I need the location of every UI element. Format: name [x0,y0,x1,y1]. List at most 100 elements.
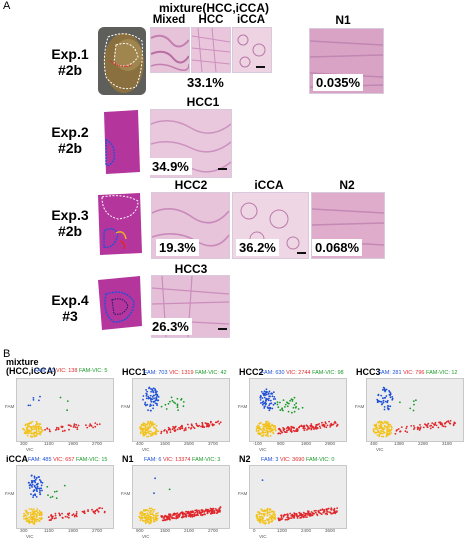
exp2-gross-slide [100,108,142,176]
ddpcr-plot-6: N1 FAM: 6 VIC: 13374 FAM-VIC: 3 FAM 900 150… [120,455,232,541]
legend-famvic: FAM-VIC: 42 [195,370,227,376]
exp1-scalebar [256,66,265,68]
x-tick-label: 1900 [68,528,79,533]
plot-title: iCCA [6,454,28,464]
x-tick-label: 3600 [325,528,336,533]
exp2-scalebar [218,168,227,170]
legend-famvic: FAM-VIC: 98 [312,370,344,376]
plot-area [132,378,230,442]
legend-famvic: FAM-VIC: 3 [192,457,221,463]
exp1-hcc-he [191,27,231,73]
legend-fam: FAM: 485 [28,457,52,463]
y-axis-label: FAM [121,491,131,496]
plot-area [132,465,230,529]
x-tick-label: -100 [253,441,263,446]
plot-legend: FAM: 485 VIC: 657 FAM-VIC: 15 [28,457,108,463]
plot-legend: FAM: 6 VIC: 13374 FAM-VIC: 3 [144,457,220,463]
x-axis-label: VIC [376,447,384,452]
x-tick-label: 400 [136,441,144,446]
x-tick-label: 300 [20,441,28,446]
legend-fam: FAM: 6 [144,457,162,463]
panel-a-letter: A [3,0,11,12]
plot-legend: FAM: 281 VIC: 796 FAM-VIC: 12 [378,370,458,376]
x-tick-label: 3700 [208,441,219,446]
ddpcr-plot-1: mixture (HCC,iCCA) FAM: 51 VIC: 138 FAM-V… [4,358,116,454]
exp4-label: Exp.4 #3 [51,292,89,324]
ddpcr-plot-2: HCC1 FAM: 703 VIC: 1319 FAM-VIC: 42 FAM 40… [120,368,232,454]
legend-fam: FAM: 703 [144,370,168,376]
exp4-pct: 26.3% [149,318,192,335]
x-tick-label: 480 [370,441,378,446]
legend-vic: VIC: 1319 [169,370,194,376]
exp1-pct-n1: 0.035% [313,74,364,91]
exp1-icca-he [232,27,272,73]
plot-title: HCC2 [239,367,264,377]
plot-area [249,465,347,529]
legend-vic: VIC: 138 [56,368,78,374]
plot-title: N1 [122,454,134,464]
y-axis-label: FAM [5,491,15,496]
plot-title: mixture (HCC,iCCA) [6,357,56,376]
exp1-gross-slide [98,27,146,95]
exp2-col-hcc1: HCC1 [186,95,220,109]
x-tick-label: 2100 [184,528,195,533]
exp4-col-hcc3: HCC3 [174,262,208,276]
x-tick-label: 2700 [92,528,103,533]
exp3-scalebar [297,252,306,254]
plot-legend: FAM: 703 VIC: 1319 FAM-VIC: 42 [144,370,227,376]
x-tick-label: 2280 [418,441,429,446]
legend-fam: FAM: 51 [34,368,55,374]
exp3-col-hcc2: HCC2 [174,178,208,192]
legend-famvic: FAM-VIC: 12 [426,370,458,376]
legend-fam: FAM: 3 [261,457,279,463]
exp1-label: Exp.1 #2b [51,46,89,78]
x-tick-label: 900 [277,441,285,446]
y-axis-label: FAM [238,404,248,409]
x-tick-label: 300 [20,528,28,533]
plot-area [16,378,114,442]
y-axis-label: FAM [5,404,15,409]
exp3-pct-icca: 36.2% [236,239,279,256]
exp3-col-n2: N2 [339,178,355,192]
plot-area [366,378,464,442]
ddpcr-plot-7: N2 FAM: 3 VIC: 3690 FAM-VIC: 0 FAM 0 1200 24… [237,455,349,541]
legend-vic: VIC: 13374 [162,457,191,463]
exp4-gross-slide [94,274,144,332]
exp3-gross-slide [94,191,144,257]
exp1-pct-main: 33.1% [184,74,227,91]
legend-vic: VIC: 657 [53,457,75,463]
x-tick-label: 1100 [44,441,54,446]
x-tick-label: 2400 [301,528,312,533]
plot-title: HCC3 [356,367,381,377]
x-tick-label: 1380 [394,441,405,446]
legend-vic: VIC: 796 [403,370,425,376]
x-tick-label: 1500 [160,528,171,533]
legend-vic: VIC: 3690 [279,457,305,463]
exp3-pct-hcc2: 19.3% [156,239,199,256]
plot-legend: FAM: 51 VIC: 138 FAM-VIC: 5 [34,368,107,374]
legend-vic: VIC: 2744 [286,370,311,376]
x-tick-label: 2600 [184,441,195,446]
x-tick-label: 1900 [301,441,312,446]
x-tick-label: 1500 [160,441,171,446]
legend-fam: FAM: 281 [378,370,402,376]
legend-fam: FAM: 630 [261,370,285,376]
exp4-scalebar [218,328,227,330]
exp3-pct-n2: 0.068% [312,239,363,256]
plot-title: HCC1 [122,367,147,377]
plot-title: N2 [239,454,251,464]
plot-area [16,465,114,529]
exp2-pct: 34.9% [149,158,192,175]
col-hcc: HCC [198,14,224,26]
ddpcr-plot-5: iCCA FAM: 485 VIC: 657 FAM-VIC: 15 FAM 300… [4,455,116,541]
x-tick-label: 1100 [44,528,54,533]
x-axis-label: VIC [142,447,150,452]
y-axis-label: FAM [121,404,131,409]
plot-legend: FAM: 630 VIC: 2744 FAM-VIC: 98 [261,370,344,376]
legend-famvic: FAM-VIC: 15 [76,457,108,463]
header-mixture: mixture(HCC,iCCA) [158,1,269,15]
col-mixed: Mixed [152,14,186,26]
x-axis-label: VIC [26,447,34,452]
plot-area [249,378,347,442]
legend-famvic: FAM-VIC: 0 [305,457,335,463]
